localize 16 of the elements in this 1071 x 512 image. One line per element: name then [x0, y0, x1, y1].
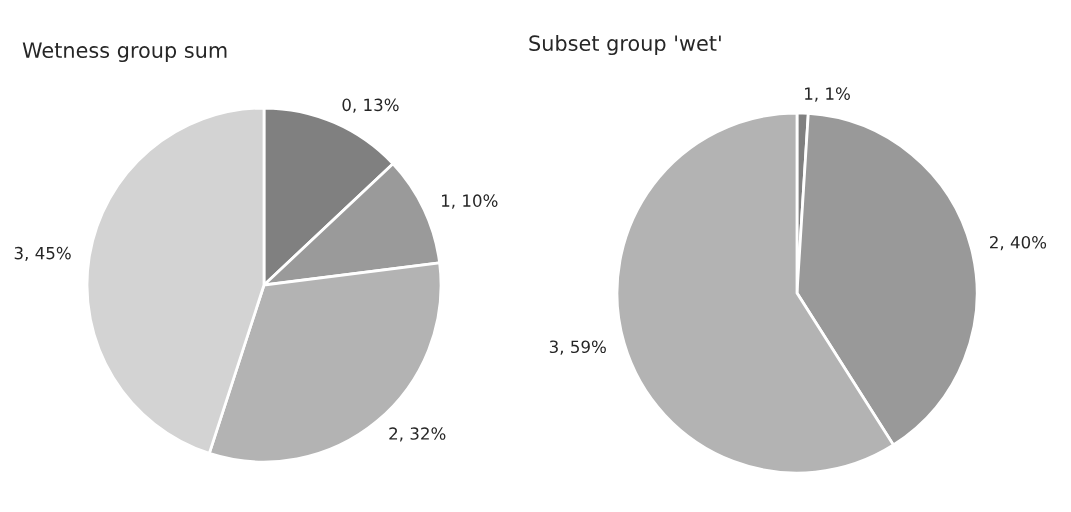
- data-label: , 59%: [560, 340, 606, 355]
- slice-label: 1: [805, 87, 813, 100]
- slice-label: 3: [549, 340, 558, 354]
- slice-label: 0: [342, 98, 351, 112]
- data-label: , 32%: [400, 427, 446, 442]
- data-label: , 13%: [353, 98, 399, 113]
- slice-label: 3: [14, 246, 23, 260]
- slice-label: 2: [389, 427, 398, 440]
- data-label: , 10%: [452, 194, 498, 209]
- data-label: , 45%: [25, 246, 71, 262]
- data-label: , 40%: [1000, 235, 1047, 251]
- chart-title: Wetness group sum: [22, 42, 227, 63]
- chart-title: Subset group 'wet': [529, 34, 721, 56]
- slice-label: 1: [442, 194, 450, 207]
- slice-label: 2: [990, 235, 998, 249]
- data-label: , 1%: [815, 87, 850, 102]
